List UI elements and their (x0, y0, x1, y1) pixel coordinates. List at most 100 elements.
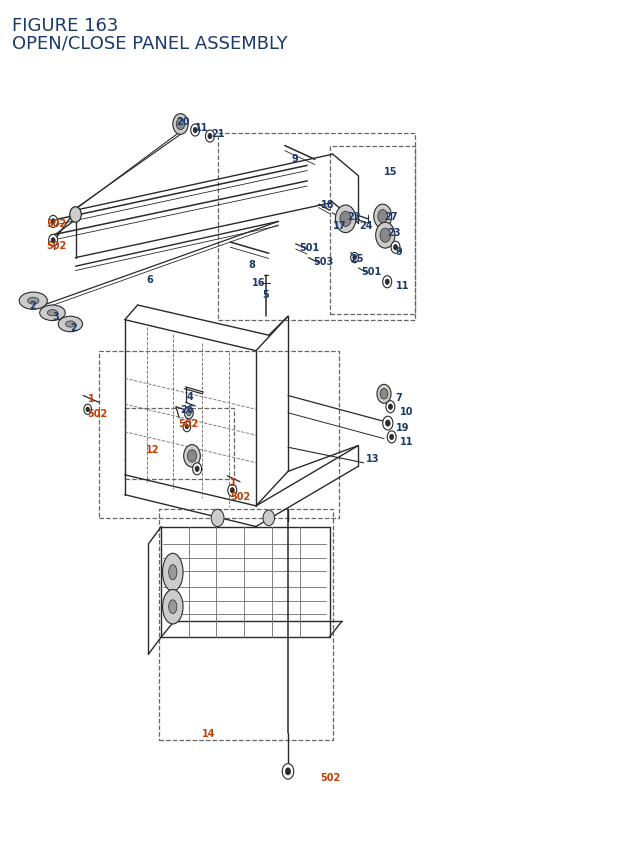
Circle shape (228, 485, 237, 497)
Text: 16: 16 (252, 277, 265, 288)
Text: 501: 501 (300, 243, 320, 253)
Ellipse shape (19, 293, 47, 310)
Circle shape (230, 488, 234, 493)
Circle shape (51, 220, 55, 225)
Text: 501: 501 (362, 266, 382, 276)
Text: 1: 1 (230, 477, 237, 487)
Circle shape (388, 405, 392, 410)
Circle shape (282, 764, 294, 779)
Circle shape (191, 125, 200, 137)
Circle shape (377, 385, 391, 404)
Text: 11: 11 (195, 122, 209, 133)
Text: 502: 502 (47, 240, 67, 251)
Circle shape (380, 229, 390, 243)
Text: 4: 4 (187, 391, 194, 401)
Circle shape (208, 134, 212, 139)
Ellipse shape (163, 590, 183, 624)
Circle shape (376, 223, 395, 249)
Text: 19: 19 (396, 423, 409, 433)
Circle shape (387, 431, 396, 443)
Text: 9: 9 (291, 154, 298, 164)
Circle shape (184, 445, 200, 468)
Text: 18: 18 (321, 200, 335, 210)
Circle shape (386, 401, 395, 413)
Text: 503: 503 (314, 257, 334, 267)
Text: 5: 5 (262, 289, 269, 300)
Circle shape (193, 128, 197, 133)
Text: 20: 20 (176, 117, 189, 127)
Text: 502: 502 (88, 408, 108, 418)
Circle shape (205, 131, 214, 143)
Ellipse shape (58, 317, 83, 332)
Circle shape (176, 119, 185, 131)
Circle shape (86, 407, 90, 412)
Text: 502: 502 (178, 418, 198, 429)
Circle shape (383, 417, 393, 430)
Text: 10: 10 (400, 406, 413, 417)
Text: FIGURE 163: FIGURE 163 (12, 17, 118, 35)
Circle shape (380, 389, 388, 400)
Ellipse shape (169, 600, 177, 614)
Ellipse shape (169, 565, 177, 580)
Text: 14: 14 (202, 728, 215, 739)
Circle shape (383, 276, 392, 288)
Circle shape (285, 768, 291, 775)
Circle shape (340, 212, 351, 227)
Circle shape (391, 242, 400, 254)
Ellipse shape (47, 310, 58, 317)
Bar (99, 351, 339, 518)
Circle shape (378, 210, 388, 224)
Circle shape (351, 253, 358, 263)
Circle shape (385, 420, 390, 427)
Text: 27: 27 (384, 212, 397, 222)
Text: 9: 9 (396, 246, 403, 257)
Text: 502: 502 (47, 219, 67, 229)
Text: 6: 6 (146, 275, 153, 285)
Bar (218, 133, 415, 320)
Circle shape (51, 238, 55, 244)
Circle shape (173, 115, 188, 135)
Text: 2: 2 (70, 322, 77, 332)
Text: 502: 502 (320, 771, 340, 782)
Text: 8: 8 (248, 259, 255, 269)
Ellipse shape (28, 298, 39, 305)
Circle shape (335, 206, 356, 233)
Bar (330, 146, 415, 314)
Circle shape (184, 407, 193, 419)
Circle shape (193, 463, 202, 475)
Text: 24: 24 (360, 220, 373, 231)
Circle shape (263, 511, 275, 526)
Text: 21: 21 (211, 128, 225, 139)
Text: 25: 25 (351, 253, 364, 263)
Circle shape (183, 422, 191, 432)
Ellipse shape (65, 321, 76, 328)
Circle shape (49, 235, 58, 247)
Circle shape (188, 450, 196, 462)
Text: 7: 7 (396, 393, 403, 403)
Bar (159, 510, 333, 740)
Text: 502: 502 (230, 491, 251, 501)
Text: 2: 2 (29, 300, 36, 311)
Circle shape (185, 424, 189, 430)
Text: OPEN/CLOSE PANEL ASSEMBLY: OPEN/CLOSE PANEL ASSEMBLY (12, 34, 287, 53)
Circle shape (84, 405, 92, 415)
Text: 26: 26 (180, 405, 194, 415)
Ellipse shape (40, 306, 65, 321)
Text: 3: 3 (52, 312, 60, 322)
Text: 12: 12 (146, 444, 159, 455)
Ellipse shape (163, 554, 183, 592)
Circle shape (70, 208, 81, 223)
Text: 23: 23 (387, 227, 401, 238)
Text: 11: 11 (400, 437, 413, 447)
Circle shape (186, 411, 191, 416)
Text: 17: 17 (333, 220, 346, 231)
Circle shape (49, 216, 58, 228)
Circle shape (394, 245, 397, 251)
Circle shape (211, 510, 224, 527)
Text: 15: 15 (384, 167, 397, 177)
Text: 22: 22 (347, 212, 360, 222)
Circle shape (353, 256, 356, 261)
Text: 1: 1 (88, 393, 95, 404)
Circle shape (385, 280, 389, 285)
Circle shape (390, 435, 394, 440)
